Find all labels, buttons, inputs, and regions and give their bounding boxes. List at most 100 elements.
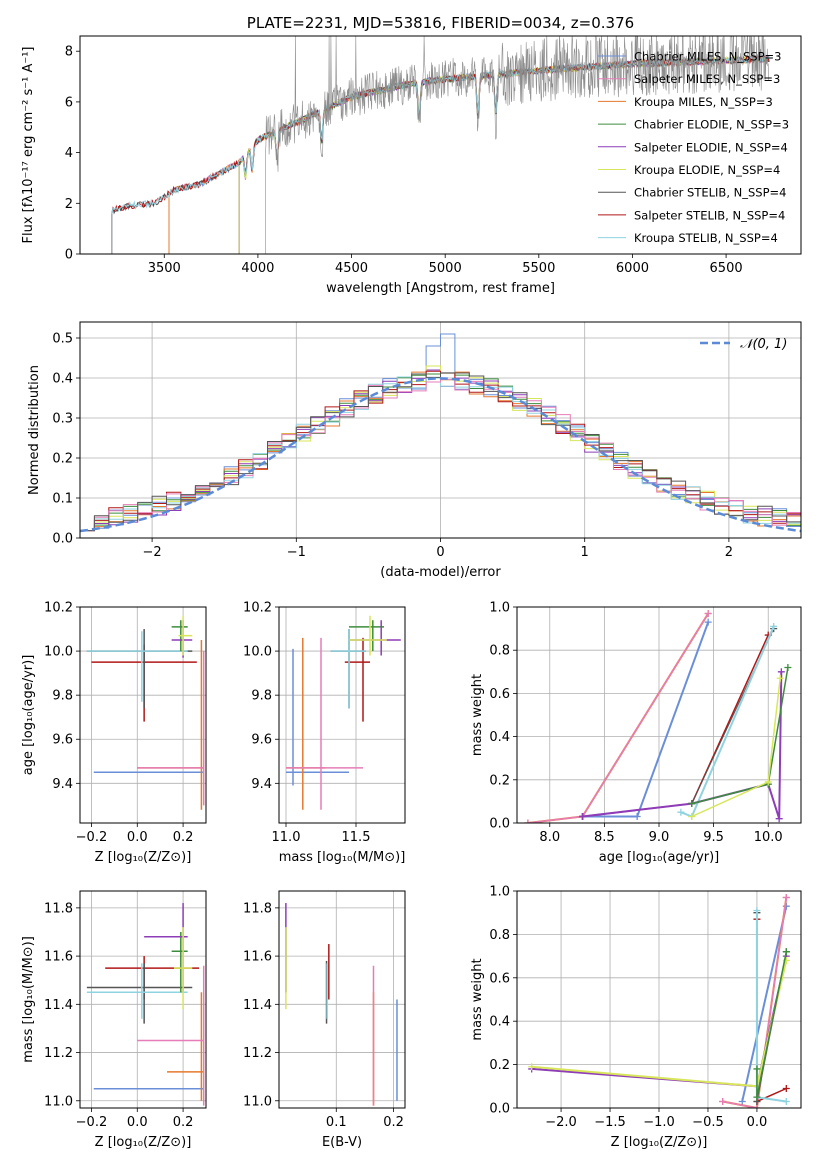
- x-tick-label: 6500: [710, 261, 743, 276]
- x-tick-label: 2: [725, 545, 733, 560]
- y-tick-label: 11.8: [243, 901, 272, 916]
- axes-frame: [79, 606, 207, 824]
- x-tick-label: 8.0: [539, 830, 560, 845]
- y-tick-label: 0.5: [52, 332, 73, 347]
- x-tick-label: 3500: [148, 261, 181, 276]
- plus-marker: [704, 618, 712, 626]
- error-bar-point: [137, 640, 204, 810]
- x-tick-label: 0.0: [127, 1115, 148, 1130]
- mass-weight-line: [527, 613, 709, 823]
- y-axis-label: mass weight: [470, 674, 485, 756]
- x-tick-label: 0.0: [747, 1115, 768, 1130]
- y-tick-label: 9.4: [251, 777, 272, 792]
- axes-frame: [516, 890, 802, 1109]
- x-tick-label: −2.0: [545, 1115, 577, 1130]
- y-tick-label: 0.1: [52, 492, 73, 507]
- x-axis-label: wavelength [Angstrom, rest frame]: [326, 281, 555, 296]
- axes-frame: [516, 606, 802, 824]
- x-tick-label: −1.0: [643, 1115, 675, 1130]
- y-tick-label: 0.4: [489, 730, 510, 745]
- error-bar-point: [286, 637, 363, 810]
- y-tick-label: 4: [65, 146, 73, 161]
- plot-area: [111, 36, 770, 254]
- mass-weight-line: [722, 897, 788, 1108]
- error-bar-point: [171, 620, 193, 658]
- error-bar-point: [86, 963, 188, 1019]
- y-tick-label: 10.2: [44, 601, 73, 616]
- panel-5: 8.0 8.5 9.0 9.5 10.0 0.0 0.2 0.4 0.6 0.8 1.0 age [l…: [470, 601, 802, 865]
- y-axis-label: mass weight: [470, 958, 485, 1040]
- legend: 𝒩(0, 1): [700, 337, 787, 352]
- error-bar-point: [137, 651, 205, 806]
- y-tick-label: 10.0: [243, 645, 272, 660]
- plus-marker: [524, 819, 532, 823]
- plus-marker: [528, 1063, 536, 1071]
- plus-marker: [677, 808, 685, 816]
- plot-area: [80, 333, 801, 533]
- x-tick-label: 9.0: [649, 830, 670, 845]
- plus-marker: [753, 907, 761, 915]
- plus-marker: [764, 778, 772, 786]
- y-tick-label: 0.6: [489, 971, 510, 986]
- plus-marker: [704, 609, 712, 617]
- x-axis-label: mass [log₁₀(M/M⊙)]: [279, 850, 406, 865]
- y-tick-label: 10.2: [243, 601, 272, 616]
- legend-entry: Salpeter ELODIE, N_SSP=4: [634, 140, 788, 154]
- y-tick-label: 0.0: [489, 1102, 510, 1117]
- panel-3: −0.2 0.0 0.2 9.4 9.6 9.8 10.0 10.2 Z [log₁₀(Z/Z⊙…: [21, 601, 207, 865]
- chart-title: PLATE=2231, MJD=53816, FIBERID=0034, z=0…: [247, 14, 634, 32]
- y-tick-label: 11.6: [243, 950, 272, 965]
- mass-weight-line: [582, 634, 769, 818]
- x-tick-label: 0.1: [326, 1115, 347, 1130]
- y-tick-label: 9.8: [52, 689, 73, 704]
- error-bar-point: [286, 648, 349, 786]
- error-bar-point: [330, 629, 366, 709]
- x-tick-label: 11.5: [342, 830, 371, 845]
- legend: Chabrier MILES, N_SSP=3 Salpeter MILES, N…: [598, 50, 789, 245]
- y-tick-label: 0.0: [52, 532, 73, 547]
- error-bar-point: [178, 615, 193, 656]
- y-tick-label: 11.0: [243, 1094, 272, 1109]
- y-tick-label: 6: [65, 95, 73, 110]
- x-tick-label: 4500: [335, 261, 368, 276]
- error-bar-point: [349, 620, 401, 656]
- error-bar-point: [86, 963, 193, 1024]
- plot-area: [285, 903, 398, 1106]
- y-tick-label: 2: [65, 197, 73, 212]
- plot-area: [286, 615, 401, 810]
- histogram-step: [80, 372, 801, 532]
- y-tick-label: 0.8: [489, 928, 510, 943]
- mass-weight-line: [691, 678, 781, 818]
- histogram-step: [80, 370, 801, 532]
- x-tick-label: 8.5: [594, 830, 615, 845]
- error-bar-point: [167, 992, 204, 1101]
- plot-area: [528, 894, 790, 1108]
- legend-entry: Chabrier ELODIE, N_SSP=3: [634, 118, 789, 132]
- y-axis-label: Normed distribution: [27, 365, 42, 495]
- y-tick-label: 0.4: [52, 372, 73, 387]
- histogram-step: [80, 379, 801, 532]
- y-tick-label: 11.4: [44, 998, 73, 1013]
- x-axis-label: Z [log₁₀(Z/Z⊙)]: [95, 850, 192, 865]
- x-tick-label: 0.2: [173, 1115, 194, 1130]
- x-tick-label: −2: [143, 545, 162, 560]
- error-bar-point: [286, 637, 326, 810]
- panel-1: 3500 4000 4500 5000 5500 6000 6500 0 2 4 6 8 wavelen…: [21, 14, 802, 296]
- plus-marker: [579, 813, 587, 821]
- legend-entry: Chabrier MILES, N_SSP=3: [634, 50, 781, 64]
- x-tick-label: 5500: [522, 261, 555, 276]
- x-tick-label: 0.2: [173, 830, 194, 845]
- mass-weight-line: [741, 905, 788, 1102]
- axes-frame: [278, 606, 406, 824]
- x-tick-label: 0.2: [383, 1115, 404, 1130]
- y-tick-label: 11.2: [44, 1046, 73, 1061]
- plus-marker: [782, 948, 790, 956]
- x-tick-label: −0.2: [76, 830, 108, 845]
- plus-marker: [753, 1065, 761, 1073]
- plus-marker: [688, 813, 696, 821]
- panel-6: −0.2 0.0 0.2 11.0 11.2 11.4 11.6 11.8 Z [log₁₀(Z…: [21, 890, 207, 1150]
- x-tick-label: 10.0: [754, 830, 783, 845]
- y-tick-label: 1.0: [489, 885, 510, 900]
- y-tick-label: 9.8: [251, 689, 272, 704]
- histogram-step: [80, 333, 801, 532]
